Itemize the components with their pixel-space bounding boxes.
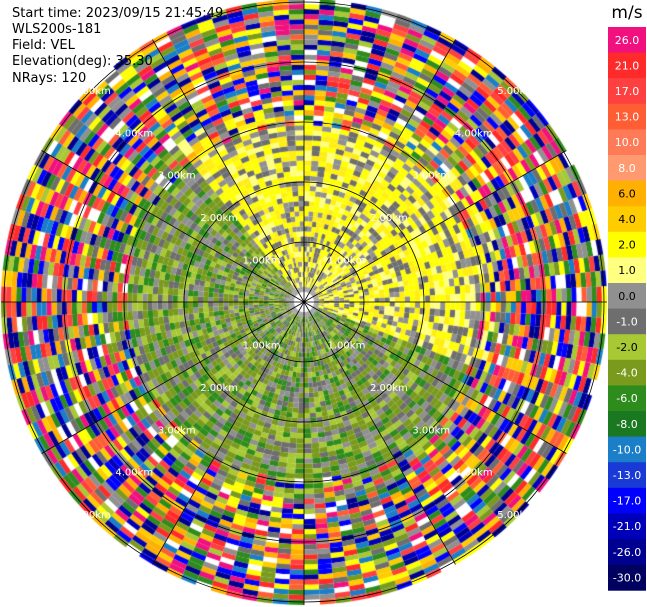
ring-label: 1.00km: [243, 256, 281, 267]
ring-label: 2.00km: [370, 383, 408, 394]
colorbar-segment: [608, 359, 646, 386]
colorbar-tick-label: -17.0: [613, 495, 641, 508]
colorbar-tick-label: 2.0: [618, 239, 636, 252]
colorbar-unit-label: m/s: [611, 3, 642, 23]
ring-label: 3.00km: [158, 171, 196, 182]
ring-label: 5.00km: [73, 86, 111, 97]
azimuth-spoke: [41, 301, 305, 454]
colorbar-segment: [608, 231, 646, 258]
instrument-label: WLS200s-181: [12, 22, 102, 37]
colorbar-segment: [608, 257, 646, 284]
colorbar-tick-label: -6.0: [616, 392, 637, 405]
colorbar-tick-label: -10.0: [613, 443, 641, 456]
colorbar-segment: [608, 180, 646, 207]
azimuth-spoke: [152, 301, 305, 565]
colorbar-segment: [608, 27, 646, 54]
colorbar-tick-label: 4.0: [618, 213, 636, 226]
colorbar-segment: [608, 487, 646, 514]
colorbar-segment: [608, 436, 646, 463]
colorbar-tick-label: 6.0: [618, 187, 636, 200]
ring-label: 4.00km: [455, 128, 493, 139]
colorbar-tick-label: -30.0: [613, 571, 641, 584]
azimuth-spoke: [303, 150, 567, 303]
colorbar-segment: [608, 308, 646, 335]
ring-label: 1.00km: [328, 340, 366, 351]
colorbar-tick-label: -4.0: [616, 367, 637, 380]
ring-label: 3.00km: [412, 171, 450, 182]
colorbar-segment: [608, 513, 646, 540]
field-label: Field: VEL: [12, 38, 75, 53]
start-time-label: Start time: 2023/09/15 21:45:49: [12, 6, 224, 21]
ring-label: 5.00km: [497, 86, 535, 97]
azimuth-spoke: [303, 301, 456, 565]
colorbar-segment: [608, 78, 646, 105]
colorbar-tick-label: -2.0: [616, 341, 637, 354]
colorbar-segment: [608, 103, 646, 130]
colorbar-tick-label: 13.0: [615, 111, 640, 124]
colorbar-tick-label: 0.0: [618, 290, 636, 303]
ring-label: 4.00km: [455, 468, 493, 479]
azimuth-spoke: [41, 150, 305, 303]
ring-label: 1.00km: [243, 340, 281, 351]
colorbar-segment: [608, 385, 646, 412]
colorbar-segment: [608, 462, 646, 489]
colorbar-segment: [608, 52, 646, 79]
ring-label: 4.00km: [115, 468, 153, 479]
ring-label: 2.00km: [200, 213, 238, 224]
colorbar-segment: [608, 283, 646, 310]
ring-label: 5.00km: [497, 510, 535, 521]
ring-label: 5.00km: [73, 510, 111, 521]
azimuth-spoke: [303, 39, 456, 303]
ring-label: 2.00km: [200, 383, 238, 394]
colorbar-tick-label: 1.0: [618, 264, 636, 277]
colorbar-tick-label: -13.0: [613, 469, 641, 482]
colorbar-tick-label: 10.0: [615, 136, 640, 149]
colorbar-tick-label: -21.0: [613, 520, 641, 533]
colorbar-tick-label: 21.0: [615, 59, 640, 72]
colorbar-segment: [608, 155, 646, 182]
ring-label: 4.00km: [115, 128, 153, 139]
ring-label: 2.00km: [370, 213, 408, 224]
azimuth-spoke: [152, 39, 305, 303]
colorbar-segment: [608, 334, 646, 361]
ring-label: 3.00km: [412, 425, 450, 436]
colorbar-tick-label: -8.0: [616, 418, 637, 431]
colorbar-segment: [608, 129, 646, 156]
colorbar-tick-label: 17.0: [615, 85, 640, 98]
colorbar-segment: [608, 411, 646, 438]
ring-label: 1.00km: [328, 256, 366, 267]
colorbar-tick-label: 26.0: [615, 34, 640, 47]
colorbar-segment: [608, 564, 646, 591]
colorbar-segment: [608, 539, 646, 566]
colorbar-tick-label: -1.0: [616, 315, 637, 328]
azimuth-spoke: [303, 301, 567, 454]
nrays-label: NRays: 120: [12, 71, 87, 86]
elevation-label: Elevation(deg): 35.30: [12, 54, 153, 69]
colorbar-tick-label: 8.0: [618, 162, 636, 175]
colorbar-segment: [608, 206, 646, 233]
colorbar-tick-label: -26.0: [613, 546, 641, 559]
ring-label: 3.00km: [158, 425, 196, 436]
